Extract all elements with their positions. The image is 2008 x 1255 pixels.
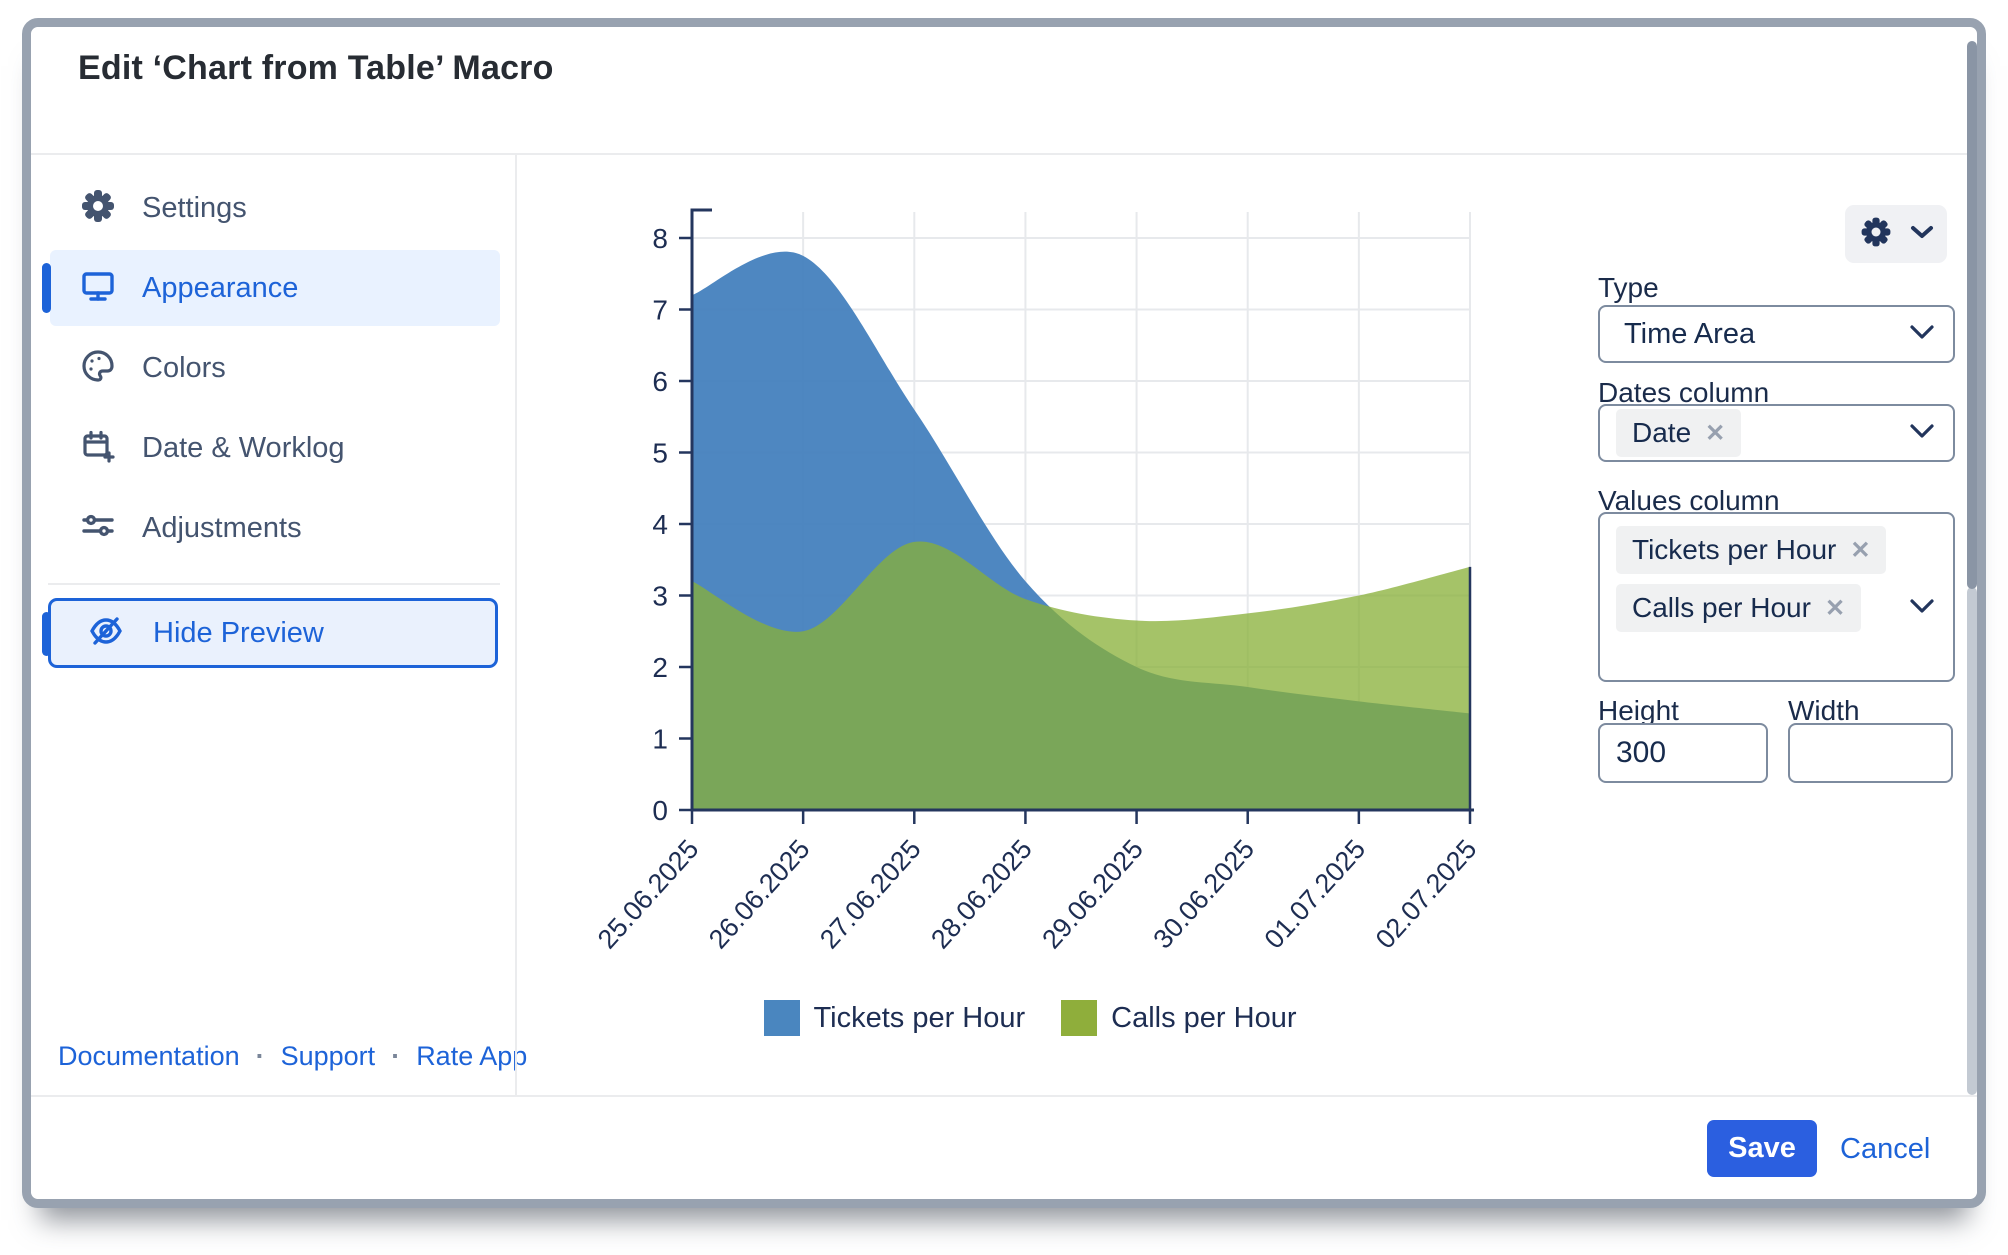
svg-text:26.06.2025: 26.06.2025 xyxy=(703,834,816,955)
dates-column-tag: Date ✕ xyxy=(1616,409,1742,457)
tag-label: Calls per Hour xyxy=(1632,592,1811,623)
rate-app-link[interactable]: Rate App xyxy=(416,1041,528,1071)
save-button[interactable]: Save xyxy=(1707,1120,1817,1177)
values-column-select[interactable]: Tickets per Hour ✕ Calls per Hour ✕ xyxy=(1598,512,1955,682)
svg-text:8: 8 xyxy=(652,223,668,254)
active-indicator xyxy=(42,612,51,656)
hide-preview-label: Hide Preview xyxy=(153,616,324,649)
sidebar-item-adjustments[interactable]: Adjustments xyxy=(50,490,500,566)
type-label: Type xyxy=(1598,272,1659,303)
chevron-down-icon xyxy=(1909,423,1935,444)
type-select-value: Time Area xyxy=(1624,317,1756,350)
svg-text:29.06.2025: 29.06.2025 xyxy=(1036,834,1149,955)
dates-column-label: Dates column xyxy=(1598,377,1770,408)
page-title: Edit ‘Chart from Table’ Macro xyxy=(78,49,554,87)
active-indicator xyxy=(42,263,51,313)
width-label: Width xyxy=(1788,695,1860,726)
height-label: Height xyxy=(1598,695,1679,726)
svg-text:4: 4 xyxy=(652,509,668,540)
legend-label-tickets: Tickets per Hour xyxy=(813,1001,1026,1034)
svg-text:7: 7 xyxy=(652,295,668,326)
chevron-down-icon xyxy=(1910,224,1934,245)
header-divider xyxy=(31,153,1977,155)
sidebar-divider xyxy=(48,583,500,585)
svg-text:25.06.2025: 25.06.2025 xyxy=(592,834,705,955)
sidebar-item-colors[interactable]: Colors xyxy=(50,330,500,406)
values-column-tag: Tickets per Hour ✕ xyxy=(1616,526,1887,574)
svg-text:28.06.2025: 28.06.2025 xyxy=(925,834,1038,955)
monitor-icon xyxy=(78,266,118,311)
svg-text:30.06.2025: 30.06.2025 xyxy=(1147,834,1260,955)
sidebar-item-settings[interactable]: Settings xyxy=(50,170,500,246)
gear-icon xyxy=(78,186,118,231)
chevron-down-icon xyxy=(1909,598,1935,619)
sidebar-vertical-divider xyxy=(515,155,517,1095)
sidebar-item-label: Settings xyxy=(142,191,247,224)
chart-legend: Tickets per Hour Calls per Hour xyxy=(521,1000,1561,1036)
remove-tag-icon[interactable]: ✕ xyxy=(1824,594,1846,622)
sidebar-item-label: Appearance xyxy=(142,271,299,304)
cancel-button[interactable]: Cancel xyxy=(1840,1133,1931,1165)
footer-divider xyxy=(31,1095,1977,1097)
gear-icon xyxy=(1858,214,1894,255)
svg-text:0: 0 xyxy=(652,795,668,826)
calendar-plus-icon xyxy=(78,426,118,471)
sidebar: Settings Appearance xyxy=(42,170,500,566)
values-column-label: Values column xyxy=(1598,485,1780,516)
edit-macro-dialog: Edit ‘Chart from Table’ Macro xyxy=(31,27,1977,1199)
sidebar-item-date-worklog[interactable]: Date & Worklog xyxy=(50,410,500,486)
tag-label: Tickets per Hour xyxy=(1632,534,1837,565)
sidebar-item-label: Adjustments xyxy=(142,511,302,544)
support-link[interactable]: Support xyxy=(280,1041,376,1071)
sidebar-item-appearance[interactable]: Appearance xyxy=(42,250,500,326)
svg-text:27.06.2025: 27.06.2025 xyxy=(814,834,927,955)
sidebar-item-label: Colors xyxy=(142,351,226,384)
sliders-icon xyxy=(78,506,118,551)
values-column-tag: Calls per Hour ✕ xyxy=(1616,584,1862,632)
svg-text:1: 1 xyxy=(652,724,668,755)
width-input[interactable] xyxy=(1788,723,1953,783)
eye-off-icon xyxy=(85,610,127,657)
palette-icon xyxy=(78,346,118,391)
legend-label-calls: Calls per Hour xyxy=(1111,1001,1297,1034)
legend-swatch-calls xyxy=(1061,1000,1098,1036)
chart-settings-button[interactable] xyxy=(1845,205,1947,263)
svg-text:2: 2 xyxy=(652,652,668,683)
hide-preview-button[interactable]: Hide Preview xyxy=(42,598,498,668)
type-select[interactable]: Time Area xyxy=(1598,305,1955,363)
tag-label: Date xyxy=(1632,417,1692,448)
sidebar-footer-links: Documentation · Support · Rate App xyxy=(58,1041,527,1072)
chevron-down-icon xyxy=(1909,324,1935,345)
height-input[interactable] xyxy=(1598,723,1768,783)
legend-swatch-tickets xyxy=(763,1000,800,1036)
dates-column-select[interactable]: Date ✕ xyxy=(1598,404,1955,462)
remove-tag-icon[interactable]: ✕ xyxy=(1705,419,1726,447)
dialog-frame: Edit ‘Chart from Table’ Macro xyxy=(22,18,1986,1208)
scrollbar-track[interactable] xyxy=(1967,587,1977,1095)
link-separator: · xyxy=(255,1041,265,1071)
svg-text:01.07.2025: 01.07.2025 xyxy=(1259,834,1372,955)
svg-text:5: 5 xyxy=(652,438,668,469)
scrollbar-thumb[interactable] xyxy=(1967,41,1977,589)
svg-text:3: 3 xyxy=(652,581,668,612)
remove-tag-icon[interactable]: ✕ xyxy=(1850,536,1871,564)
svg-text:02.07.2025: 02.07.2025 xyxy=(1370,834,1483,955)
chart-preview: 01234567825.06.202526.06.202527.06.20252… xyxy=(592,208,1483,955)
link-separator: · xyxy=(391,1041,401,1071)
sidebar-item-label: Date & Worklog xyxy=(142,431,345,464)
documentation-link[interactable]: Documentation xyxy=(58,1041,240,1071)
svg-text:6: 6 xyxy=(652,366,668,397)
